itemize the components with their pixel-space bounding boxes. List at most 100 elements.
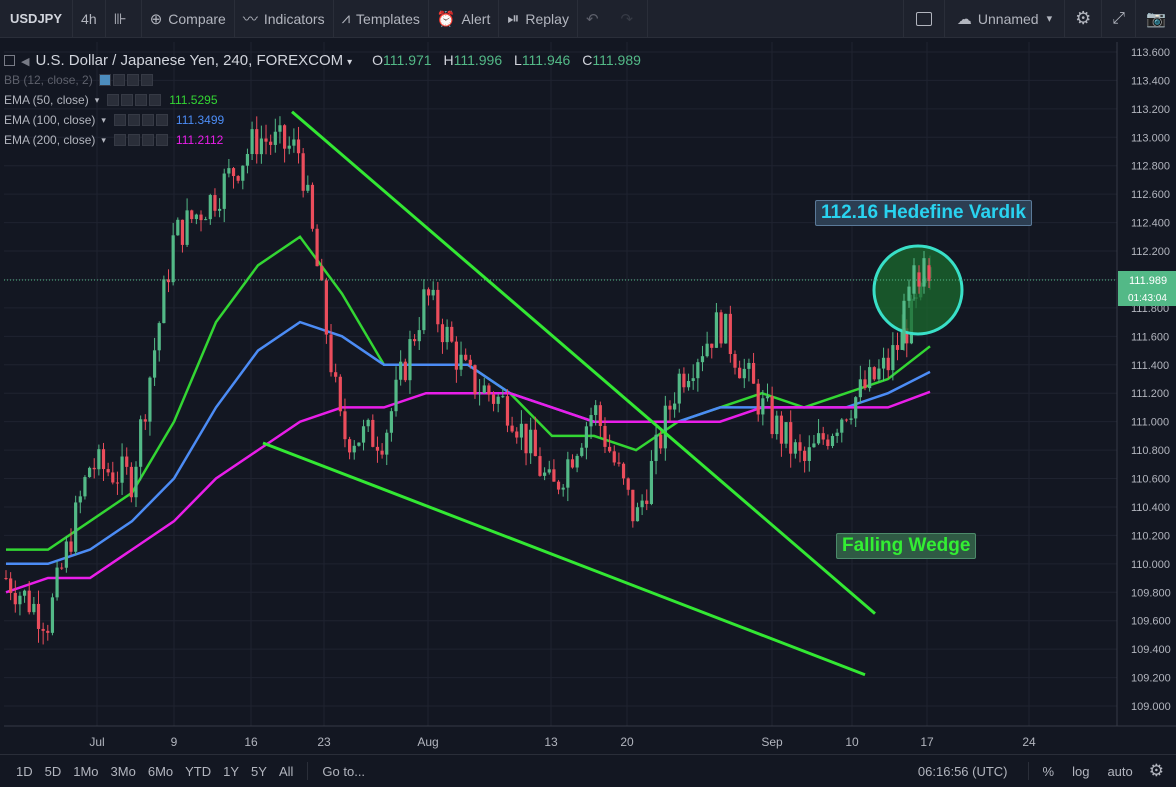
candle-body: [756, 383, 760, 415]
compare-label: Compare: [168, 10, 226, 27]
price-axis[interactable]: [1117, 42, 1176, 726]
candle-body: [306, 184, 310, 191]
legend-title[interactable]: ◀ U.S. Dollar / Japanese Yen, 240, FOREXC…: [4, 52, 352, 69]
percent-toggle[interactable]: %: [1042, 763, 1055, 779]
candle-body: [264, 138, 268, 142]
redo-button[interactable]: ↷: [613, 0, 649, 38]
candle-body: [510, 425, 514, 432]
close-icon[interactable]: [155, 114, 168, 126]
layout-button[interactable]: ☁ Unnamed ▾: [945, 0, 1066, 38]
indicators-label: Indicators: [263, 10, 325, 27]
candle-body: [854, 397, 858, 419]
candle-body: [310, 184, 315, 229]
range-button-5d[interactable]: 5D: [44, 763, 62, 779]
eye-icon[interactable]: [113, 134, 126, 146]
candle-body: [111, 472, 115, 483]
more-icon[interactable]: [126, 74, 139, 86]
candle-body: [891, 345, 895, 371]
target-annotation[interactable]: 112.16 Hedefine Vardık: [815, 200, 1032, 226]
range-button-1y[interactable]: 1Y: [223, 763, 240, 779]
candle-body: [143, 419, 147, 422]
candle-body: [426, 289, 431, 296]
settings-icon[interactable]: [121, 94, 134, 106]
candle-body: [849, 418, 853, 420]
close-icon[interactable]: [155, 134, 168, 146]
indicators-button[interactable]: 〰 Indicators: [235, 0, 334, 38]
goto-button[interactable]: Go to...: [322, 763, 366, 779]
candle-body: [115, 482, 120, 484]
circle-candles: [902, 251, 931, 351]
settings-icon[interactable]: [127, 134, 140, 146]
time-tick-label: 23: [317, 735, 331, 749]
time-axis[interactable]: [4, 726, 1117, 754]
indicator-ema50-row[interactable]: EMA (50, close) ▾ 111.5295: [4, 90, 649, 110]
candle-body: [728, 313, 732, 355]
candle-body: [329, 334, 333, 373]
range-button-3mo[interactable]: 3Mo: [110, 763, 136, 779]
price-tick-label: 113.600: [1131, 47, 1170, 59]
close-icon[interactable]: [149, 94, 162, 106]
candle-body: [566, 459, 570, 488]
log-toggle[interactable]: log: [1072, 763, 1090, 779]
candle-body: [380, 450, 384, 455]
settings-button[interactable]: ⚙: [1065, 0, 1103, 38]
candle-body: [301, 153, 305, 191]
indicator-ema100-row[interactable]: EMA (100, close) ▾ 111.3499: [4, 110, 649, 130]
candle-body: [4, 578, 8, 580]
candle-body: [482, 385, 486, 393]
more-icon[interactable]: [141, 134, 154, 146]
templates-button[interactable]: ⩘ Templates: [334, 0, 429, 38]
indicator-bb-controls: [98, 74, 155, 86]
more-icon[interactable]: [135, 94, 148, 106]
range-button-6mo[interactable]: 6Mo: [147, 763, 174, 779]
range-button-5y[interactable]: 5Y: [251, 763, 267, 779]
range-button-1d[interactable]: 1D: [16, 763, 33, 779]
expand-button[interactable]: ⤢: [1102, 0, 1137, 38]
candle-body: [738, 367, 742, 379]
undo-button[interactable]: ↶: [578, 0, 613, 38]
settings-icon[interactable]: [112, 74, 125, 86]
indicator-ema200-row[interactable]: EMA (200, close) ▾ 111.2112: [4, 130, 649, 150]
replay-button[interactable]: ⏯ Replay: [499, 0, 578, 38]
indicator-bb-row[interactable]: BB (12, close, 2): [4, 70, 649, 90]
range-button-1mo[interactable]: 1Mo: [73, 763, 99, 779]
candle-body: [431, 289, 435, 296]
candle-body: [881, 357, 886, 369]
range-button-all[interactable]: All: [278, 763, 294, 779]
auto-toggle[interactable]: auto: [1107, 763, 1133, 779]
candle-body: [547, 469, 551, 473]
layout-name: Unnamed: [977, 10, 1039, 27]
candle-body: [375, 446, 380, 451]
symbol-search-button[interactable]: USDJPY: [0, 0, 74, 38]
settings-icon[interactable]: [127, 114, 140, 126]
scale-settings-button[interactable]: ⚙: [1143, 761, 1170, 781]
candle-body: [464, 354, 468, 360]
price-tick-label: 113.400: [1131, 75, 1170, 87]
price-chart[interactable]: 113.600 113.400 113.200 113.000 112.800 112.6…: [0, 0, 1176, 754]
candle-body: [826, 439, 830, 446]
snapshot-button[interactable]: 📷: [1136, 0, 1176, 38]
candle-body: [259, 138, 263, 155]
candle-body: [552, 469, 556, 482]
chevron-down-icon: ▾: [1046, 13, 1053, 25]
candle-body: [55, 567, 59, 598]
candle-body: [450, 326, 454, 342]
alert-button[interactable]: ⏰ Alert: [429, 0, 500, 38]
close-icon[interactable]: [140, 74, 153, 86]
candle-body: [649, 461, 654, 504]
collapse-legend-icon[interactable]: [4, 55, 15, 67]
indicators-icon: 〰: [242, 11, 258, 28]
pattern-annotation[interactable]: Falling Wedge: [836, 533, 977, 559]
candle-body: [710, 343, 714, 348]
range-button-ytd[interactable]: YTD: [185, 763, 212, 779]
candle-body: [501, 396, 505, 398]
chart-style-button[interactable]: ⊪: [106, 0, 142, 38]
clock[interactable]: 06:16:56 (UTC): [917, 763, 1008, 779]
eye-icon[interactable]: [107, 94, 120, 106]
more-icon[interactable]: [141, 114, 154, 126]
eye-icon[interactable]: [113, 114, 126, 126]
eye-icon[interactable]: [98, 74, 111, 86]
compare-button[interactable]: ⊕ Compare: [142, 0, 235, 38]
interval-button[interactable]: 4h: [73, 0, 106, 38]
fullscreen-button[interactable]: [904, 0, 945, 38]
